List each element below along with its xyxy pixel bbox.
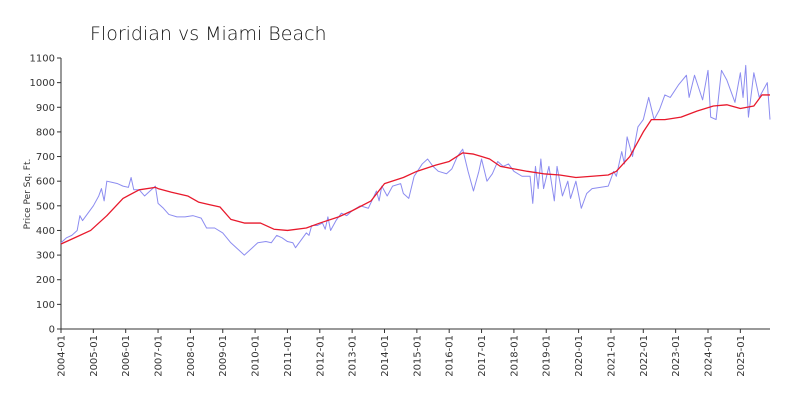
y-tick-label: 500 xyxy=(36,201,55,212)
chart-title: Floridian vs Miami Beach xyxy=(90,23,327,45)
series-layer xyxy=(60,64,771,256)
x-tick-label: 2012-01 xyxy=(315,335,326,377)
x-tick-label: 2016-01 xyxy=(445,335,456,377)
x-tick-label: 2018-01 xyxy=(509,335,520,377)
y-tick-label: 300 xyxy=(36,251,55,262)
y-tick-label: 600 xyxy=(36,177,55,188)
y-ticks: 0 100 200 300 400 500 600 700 800 900 1000 1100 xyxy=(30,54,61,336)
y-tick-label: 0 xyxy=(49,325,55,336)
series-line-2 xyxy=(60,94,770,245)
y-tick-label: 1000 xyxy=(30,78,55,89)
x-tick-label: 2017-01 xyxy=(477,335,488,377)
y-tick-label: 1100 xyxy=(30,54,55,65)
x-tick-label: 2005-01 xyxy=(89,335,100,377)
x-tick-label: 2010-01 xyxy=(251,335,262,377)
y-axis-label: Price Per Sq. Ft. xyxy=(23,159,33,230)
x-tick-label: 2007-01 xyxy=(154,335,165,377)
series-line-1 xyxy=(60,64,771,256)
y-tick-label: 900 xyxy=(36,103,55,114)
x-tick-label: 2015-01 xyxy=(412,335,423,377)
y-tick-label: 700 xyxy=(36,152,55,163)
x-tick-label: 2019-01 xyxy=(542,335,553,377)
x-ticks: 2004-01 2005-01 2006-01 2007-01 2008-01 2009-… xyxy=(57,329,747,377)
y-tick-label: 200 xyxy=(36,275,55,286)
x-tick-label: 2022-01 xyxy=(639,335,650,377)
x-tick-label: 2021-01 xyxy=(606,335,617,377)
x-tick-label: 2004-01 xyxy=(57,335,68,377)
x-tick-label: 2014-01 xyxy=(380,335,391,377)
y-tick-label: 800 xyxy=(36,127,55,138)
x-tick-label: 2023-01 xyxy=(671,335,682,377)
y-tick-label: 100 xyxy=(36,300,55,311)
x-tick-label: 2011-01 xyxy=(283,335,294,377)
x-tick-label: 2006-01 xyxy=(121,335,132,377)
x-tick-label: 2008-01 xyxy=(186,335,197,377)
x-tick-label: 2025-01 xyxy=(736,335,747,377)
x-tick-label: 2024-01 xyxy=(703,335,714,377)
x-tick-label: 2009-01 xyxy=(218,335,229,377)
x-tick-label: 2020-01 xyxy=(574,335,585,377)
x-tick-label: 2013-01 xyxy=(348,335,359,377)
y-tick-label: 400 xyxy=(36,226,55,237)
